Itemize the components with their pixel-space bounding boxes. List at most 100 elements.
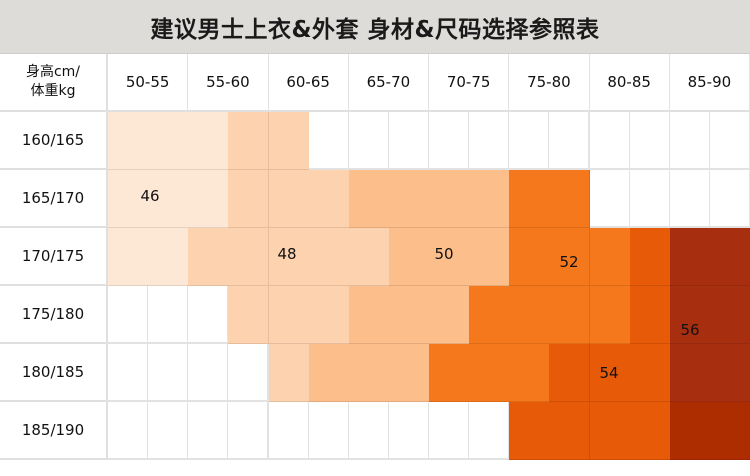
heatmap-cell — [709, 286, 750, 344]
heatmap-cell — [348, 286, 390, 344]
heatmap-cell — [469, 402, 511, 460]
column-header: 85-90 — [670, 54, 750, 110]
heatmap-cell — [228, 112, 270, 170]
row-header: 175/180 — [0, 286, 108, 344]
heatmap-cell — [188, 228, 230, 286]
heatmap-cell — [669, 170, 711, 228]
heatmap-cell — [108, 112, 149, 170]
table-row: 180/185 — [0, 344, 750, 402]
heatmap-cell — [108, 344, 149, 402]
row-header: 185/190 — [0, 402, 108, 460]
heatmap-cell — [629, 228, 671, 286]
heatmap-cell — [148, 228, 190, 286]
weight-axis-label: 体重kg — [30, 83, 76, 99]
heatmap-cell — [308, 344, 350, 402]
page-title: 建议男士上衣&外套 身材&尺码选择参照表 — [150, 16, 600, 43]
heatmap-cell — [429, 402, 470, 460]
heatmap-cell — [188, 170, 230, 228]
height-axis-label: 身高cm/ — [25, 64, 81, 80]
row-header: 170/175 — [0, 228, 108, 286]
heatmap-cell — [148, 286, 190, 344]
heatmap-cell — [268, 170, 310, 228]
heatmap-cell — [469, 286, 511, 344]
column-header: 70-75 — [429, 54, 510, 110]
heatmap-cell — [629, 344, 671, 402]
size-label: 46 — [140, 187, 160, 205]
heatmap-cell — [509, 170, 551, 228]
column-header: 65-70 — [349, 54, 429, 110]
row-header: 160/165 — [0, 112, 108, 170]
heatmap-cell — [308, 228, 350, 286]
heatmap-cell — [429, 286, 470, 344]
heatmap-cell — [629, 402, 671, 460]
heatmap-cell — [509, 344, 551, 402]
heatmap-cell — [629, 112, 671, 170]
heatmap-cell — [469, 228, 511, 286]
heatmap-cell — [228, 170, 270, 228]
heatmap-cell — [509, 286, 551, 344]
heatmap-cell — [348, 112, 390, 170]
heatmap-cell — [589, 286, 631, 344]
table-row: 185/190 — [0, 402, 750, 460]
heatmap-cell — [388, 286, 430, 344]
heatmap-cell — [108, 286, 149, 344]
heatmap-cell — [108, 170, 149, 228]
heatmap-cell — [228, 344, 270, 402]
heatmap-cell — [148, 112, 190, 170]
heatmap-cell — [308, 286, 350, 344]
heatmap-cell — [549, 228, 591, 286]
heatmap-cell — [268, 286, 310, 344]
heatmap-cell — [388, 344, 430, 402]
heatmap-cell — [469, 112, 511, 170]
heatmap-cell — [268, 344, 310, 402]
heatmap-cell — [469, 344, 511, 402]
table-row: 160/165 — [0, 112, 750, 170]
heatmap-cell — [188, 286, 230, 344]
column-header: 55-60 — [188, 54, 269, 110]
heatmap-cell — [348, 402, 390, 460]
heatmap-cell — [549, 286, 591, 344]
heatmap-cell — [549, 402, 591, 460]
heatmap-cell — [308, 170, 350, 228]
size-label: 56 — [680, 321, 700, 339]
column-header: 75-80 — [509, 54, 590, 110]
heatmap-cell — [388, 228, 430, 286]
heatmap-cell — [228, 286, 270, 344]
heatmap-cell — [348, 344, 390, 402]
heatmap-cell — [589, 112, 631, 170]
heatmap-cell — [669, 344, 711, 402]
heatmap-cell — [188, 112, 230, 170]
heatmap-cell — [108, 402, 149, 460]
heatmap-cell — [388, 170, 430, 228]
heatmap-cell — [589, 170, 631, 228]
table-row: 170/175 — [0, 228, 750, 286]
heatmap-cell — [188, 402, 230, 460]
heatmap-cell — [709, 344, 750, 402]
heatmap-cell — [549, 170, 591, 228]
size-label: 48 — [277, 245, 297, 263]
heatmap-cell — [709, 112, 750, 170]
heatmap-cell — [629, 286, 671, 344]
heatmap-cell — [308, 402, 350, 460]
heatmap-cell — [188, 344, 230, 402]
column-header: 50-55 — [108, 54, 189, 110]
heatmap-cell — [709, 228, 750, 286]
heatmap-cell — [589, 228, 631, 286]
heatmap-cell — [228, 402, 270, 460]
heatmap-cell — [469, 170, 511, 228]
heatmap-cell — [629, 170, 671, 228]
heatmap-cell — [348, 228, 390, 286]
heatmap-cell — [589, 402, 631, 460]
heatmap-cell — [148, 344, 190, 402]
heatmap-cell — [429, 112, 470, 170]
table-row: 165/170 — [0, 170, 750, 228]
heatmap-cell — [549, 344, 591, 402]
heatmap-cell — [388, 112, 430, 170]
size-label: 50 — [434, 245, 454, 263]
heatmap-cell — [108, 228, 149, 286]
heatmap-cell — [429, 170, 470, 228]
heatmap-cell — [348, 170, 390, 228]
heatmap-cell — [429, 344, 470, 402]
heatmap-cell — [148, 402, 190, 460]
heatmap-cell — [669, 112, 711, 170]
